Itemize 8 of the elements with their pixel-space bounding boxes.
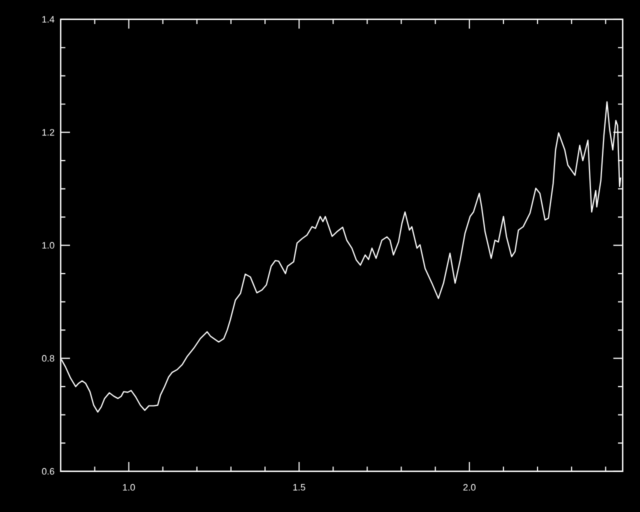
y-tick-label: 1.4 [42, 16, 54, 23]
x-tick-label: 2.0 [463, 484, 476, 491]
x-tick-label: 1.0 [123, 484, 135, 491]
y-tick-label: 1.2 [42, 129, 54, 136]
y-tick-label: 0.6 [42, 468, 54, 475]
y-tick-label: 1.0 [42, 242, 54, 249]
x-tick-label: 1.5 [293, 484, 306, 491]
y-tick-label: 0.8 [42, 355, 54, 362]
